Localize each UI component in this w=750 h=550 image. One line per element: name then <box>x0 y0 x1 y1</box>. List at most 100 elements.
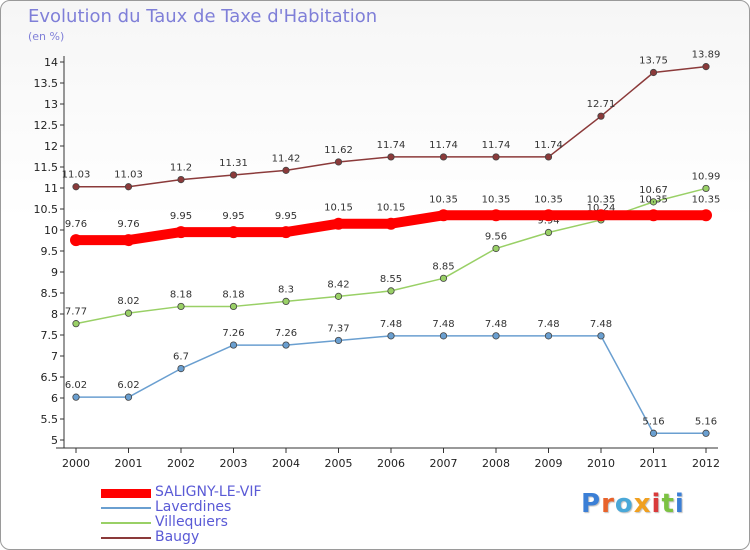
y-tick-label: 6.5 <box>41 371 59 384</box>
data-label-villequiers: 8.42 <box>327 279 349 290</box>
data-label-laverdines: 5.16 <box>695 416 717 427</box>
y-tick-label: 9.5 <box>41 245 59 258</box>
data-point-laverdines <box>544 332 553 340</box>
data-point-villequiers <box>177 302 185 311</box>
x-tick-label: 2009 <box>535 457 563 470</box>
x-tick-label: 2002 <box>167 457 195 470</box>
data-label-saligny-le-vif: 10.35 <box>587 194 616 205</box>
data-label-laverdines: 7.26 <box>275 328 297 339</box>
data-label-baugy: 11.74 <box>482 140 511 151</box>
data-label-saligny-le-vif: 10.15 <box>377 203 406 214</box>
x-tick-label: 2007 <box>430 457 458 470</box>
data-label-saligny-le-vif: 10.15 <box>324 203 353 214</box>
data-label-villequiers: 10.24 <box>587 203 616 214</box>
data-label-laverdines: 5.16 <box>642 416 664 427</box>
data-point-laverdines <box>177 364 185 373</box>
data-label-villequiers: 8.02 <box>117 296 139 307</box>
data-point-baugy <box>492 153 500 161</box>
data-point-baugy <box>702 63 710 71</box>
legend-label: SALIGNY-LE-VIF <box>155 484 262 500</box>
data-label-saligny-le-vif: 10.35 <box>534 194 563 205</box>
data-point-baugy <box>72 183 80 191</box>
data-point-baugy <box>597 112 605 120</box>
x-tick-label: 2000 <box>62 457 90 470</box>
legend-label: Villequiers <box>155 514 228 530</box>
x-tick-label: 2008 <box>482 457 510 470</box>
data-label-laverdines: 7.48 <box>537 319 559 330</box>
chart-title: Evolution du Taux de Taxe d'Habitation <box>28 6 378 27</box>
data-label-villequiers: 7.77 <box>65 307 87 318</box>
data-point-laverdines <box>597 332 605 340</box>
data-point-saligny-le-vif <box>122 234 135 247</box>
data-point-villequiers <box>334 292 343 300</box>
data-point-villequiers <box>492 244 500 253</box>
data-point-baugy <box>334 158 343 166</box>
data-point-laverdines <box>124 393 133 401</box>
data-point-villequiers <box>282 297 290 305</box>
legend-label: Laverdines <box>155 499 232 515</box>
data-label-saligny-le-vif: 10.35 <box>482 194 511 205</box>
data-label-baugy: 13.89 <box>692 50 721 61</box>
x-tick-label: 2012 <box>692 457 720 470</box>
data-point-villequiers <box>649 198 658 206</box>
data-point-baugy <box>544 153 553 161</box>
data-point-villequiers <box>387 287 395 295</box>
data-label-villequiers: 8.3 <box>278 284 294 295</box>
data-label-villequiers: 8.18 <box>222 289 244 300</box>
data-label-villequiers: 8.18 <box>170 289 192 300</box>
data-label-baugy: 12.71 <box>587 99 616 110</box>
legend-swatch <box>101 489 151 498</box>
x-tick-label: 2005 <box>325 457 353 470</box>
x-tick-label: 2006 <box>377 457 405 470</box>
y-tick-label: 5.5 <box>41 413 59 426</box>
data-label-baugy: 13.75 <box>639 56 668 67</box>
data-label-baugy: 11.03 <box>114 170 143 181</box>
data-label-saligny-le-vif: 9.76 <box>65 219 87 230</box>
data-point-villequiers <box>72 320 80 328</box>
data-label-saligny-le-vif: 10.35 <box>429 194 458 205</box>
data-point-laverdines <box>282 341 290 349</box>
y-tick-label: 12 <box>44 140 58 153</box>
data-label-villequiers: 10.99 <box>692 171 721 182</box>
data-point-saligny-le-vif <box>280 226 292 239</box>
data-label-baugy: 11.2 <box>170 163 192 174</box>
y-tick-label: 8.5 <box>41 287 59 300</box>
data-point-saligny-le-vif <box>700 209 712 222</box>
data-point-laverdines <box>702 429 710 437</box>
data-point-saligny-le-vif <box>332 217 345 230</box>
data-point-baugy <box>387 153 395 161</box>
data-label-laverdines: 7.26 <box>222 328 244 339</box>
data-point-laverdines <box>492 332 500 340</box>
data-label-baugy: 11.74 <box>534 140 563 151</box>
y-tick-label: 7.5 <box>41 329 59 342</box>
data-label-laverdines: 7.37 <box>327 323 349 334</box>
data-point-laverdines <box>72 393 80 401</box>
data-label-villequiers: 8.55 <box>380 274 402 285</box>
y-tick-label: 12.5 <box>34 119 59 132</box>
data-label-laverdines: 7.48 <box>432 319 454 330</box>
y-tick-label: 7 <box>51 350 58 363</box>
data-point-laverdines <box>649 429 658 437</box>
data-point-laverdines <box>387 332 395 340</box>
data-label-laverdines: 6.02 <box>117 380 139 391</box>
data-point-laverdines <box>229 341 238 349</box>
legend-label: Baugy <box>155 529 200 545</box>
data-label-saligny-le-vif: 10.35 <box>639 194 668 205</box>
data-point-baugy <box>649 68 658 77</box>
data-label-laverdines: 7.48 <box>590 319 612 330</box>
data-point-saligny-le-vif <box>227 226 240 239</box>
y-tick-label: 6 <box>51 392 58 405</box>
data-point-saligny-le-vif <box>175 226 187 239</box>
y-tick-label: 8 <box>51 308 58 321</box>
data-point-saligny-le-vif <box>490 209 502 222</box>
data-point-villequiers <box>544 228 553 237</box>
x-tick-label: 2001 <box>115 457 143 470</box>
data-label-laverdines: 6.02 <box>65 380 87 391</box>
y-tick-label: 11 <box>44 182 58 195</box>
y-tick-label: 13 <box>44 98 58 111</box>
data-label-villequiers: 10.67 <box>639 185 668 196</box>
data-point-baugy <box>439 153 448 161</box>
chart-unit-label: (en %) <box>28 30 65 43</box>
